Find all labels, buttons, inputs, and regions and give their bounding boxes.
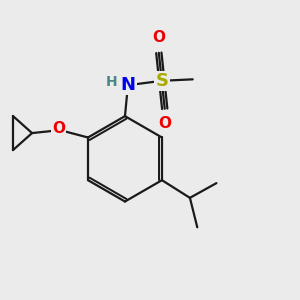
Text: S: S — [155, 72, 168, 90]
Text: N: N — [120, 76, 135, 94]
Text: H: H — [106, 75, 118, 89]
Text: O: O — [52, 121, 65, 136]
Text: O: O — [158, 116, 171, 131]
Text: O: O — [152, 31, 165, 46]
